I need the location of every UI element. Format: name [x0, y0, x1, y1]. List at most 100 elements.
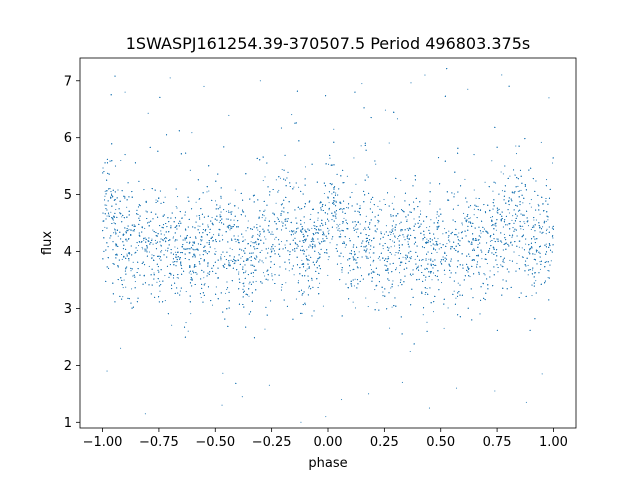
- data-point: [152, 229, 154, 231]
- data-point: [350, 284, 352, 286]
- data-point: [368, 223, 371, 225]
- data-point: [164, 196, 166, 198]
- data-point: [473, 248, 475, 250]
- data-point: [518, 255, 520, 257]
- data-point: [199, 254, 201, 256]
- data-point: [199, 218, 201, 220]
- data-point: [213, 234, 215, 236]
- data-point: [166, 237, 168, 239]
- data-point: [339, 255, 341, 257]
- data-point: [389, 327, 391, 329]
- data-point: [229, 247, 231, 249]
- data-point: [221, 234, 223, 236]
- data-point: [469, 217, 471, 219]
- data-point: [317, 217, 319, 219]
- data-point: [388, 142, 390, 144]
- data-point: [228, 210, 230, 212]
- data-point: [398, 235, 400, 237]
- data-point: [503, 233, 505, 236]
- data-point: [310, 245, 312, 247]
- data-point: [334, 212, 336, 214]
- data-point: [252, 275, 254, 278]
- data-point: [172, 236, 175, 238]
- data-point: [306, 268, 308, 270]
- data-point: [358, 251, 360, 253]
- data-point: [274, 245, 276, 247]
- data-point: [245, 230, 247, 232]
- data-point: [197, 225, 199, 227]
- data-point: [382, 291, 384, 293]
- data-point: [521, 247, 523, 249]
- data-point: [190, 313, 192, 315]
- data-point: [159, 290, 161, 292]
- data-point: [264, 236, 266, 238]
- data-point: [196, 215, 198, 217]
- data-point: [379, 200, 381, 202]
- data-point: [292, 233, 294, 235]
- data-point: [426, 287, 428, 290]
- data-point: [376, 302, 378, 304]
- data-point: [324, 222, 326, 224]
- data-point: [125, 268, 127, 270]
- data-point: [475, 197, 477, 199]
- data-point: [142, 248, 144, 250]
- data-point: [147, 112, 149, 114]
- data-point: [215, 286, 217, 288]
- data-point: [533, 219, 535, 221]
- data-point: [530, 228, 532, 231]
- data-point: [512, 215, 514, 217]
- data-point: [346, 206, 348, 209]
- data-point: [311, 227, 313, 229]
- data-point: [527, 274, 529, 276]
- data-point: [275, 179, 277, 181]
- chart-title: 1SWASPJ161254.39-370507.5 Period 496803.…: [126, 34, 531, 53]
- data-point: [547, 219, 549, 221]
- data-point: [317, 252, 320, 254]
- data-point: [125, 286, 127, 288]
- data-point: [430, 245, 432, 247]
- data-point: [356, 231, 358, 233]
- data-point: [341, 209, 343, 211]
- data-point: [469, 255, 471, 257]
- data-point: [256, 224, 258, 226]
- data-point: [132, 275, 134, 277]
- data-point: [231, 211, 233, 213]
- data-point: [508, 212, 511, 214]
- data-point: [410, 274, 412, 277]
- data-point: [382, 248, 384, 250]
- data-point: [545, 220, 547, 223]
- data-point: [336, 227, 338, 229]
- data-point: [446, 254, 448, 257]
- data-point: [428, 258, 430, 260]
- data-point: [298, 186, 300, 188]
- data-point: [535, 219, 537, 221]
- data-point: [335, 200, 337, 202]
- data-point: [264, 209, 266, 211]
- data-point: [148, 251, 150, 253]
- data-point: [113, 232, 115, 234]
- data-point: [174, 251, 177, 253]
- data-point: [527, 264, 529, 267]
- data-point: [439, 243, 441, 245]
- data-point: [345, 222, 348, 224]
- data-point: [243, 240, 245, 242]
- data-point: [385, 225, 387, 227]
- data-point: [426, 227, 428, 229]
- data-point: [529, 203, 531, 205]
- data-point: [153, 272, 155, 274]
- data-point: [151, 254, 153, 256]
- data-point: [517, 190, 519, 193]
- data-point: [141, 246, 143, 249]
- data-point: [387, 256, 389, 258]
- data-point: [493, 224, 495, 226]
- data-point: [195, 249, 197, 251]
- data-point: [352, 301, 354, 303]
- data-point: [195, 201, 197, 203]
- data-point: [327, 231, 329, 233]
- data-point: [329, 242, 331, 244]
- data-point: [480, 232, 482, 234]
- data-point: [492, 190, 494, 192]
- data-point: [328, 229, 330, 231]
- data-point: [278, 189, 280, 191]
